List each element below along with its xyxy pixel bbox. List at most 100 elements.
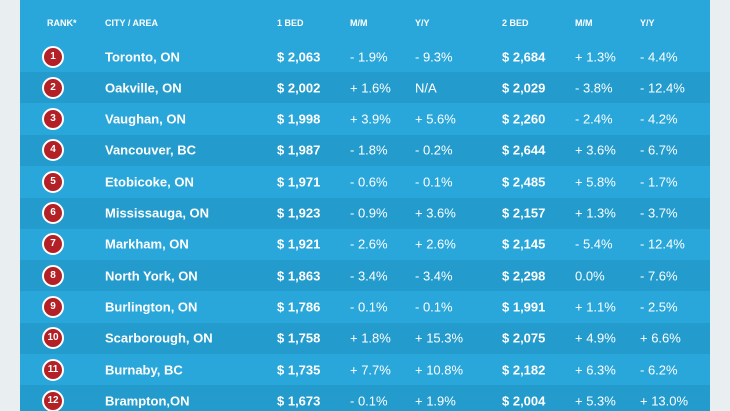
city-name: Brampton,ON xyxy=(105,393,190,409)
rank-badge: 11 xyxy=(42,358,64,381)
rank-badge: 1 xyxy=(42,45,64,68)
table-cell: $ 2,157 xyxy=(502,205,546,221)
table-cell: + 1.1% xyxy=(575,299,616,315)
column-header: RANK* xyxy=(47,18,77,28)
rank-badge: 4 xyxy=(42,139,64,162)
table-cell: + 10.8% xyxy=(415,362,464,377)
table-cell: - 12.4% xyxy=(640,236,685,252)
table-cell: - 5.4% xyxy=(575,236,613,252)
table-row: 2 Oakville, ON $ 2,002 + 1.6% N/A $ 2,029 - 3.… xyxy=(20,72,710,104)
table-cell: $ 1,991 xyxy=(502,299,546,315)
city-name: Vaughan, ON xyxy=(105,111,186,127)
column-header: CITY / AREA xyxy=(105,18,159,28)
table-cell: $ 2,260 xyxy=(502,111,546,127)
rank-badge: 2 xyxy=(42,76,64,99)
table-cell: - 1.7% xyxy=(640,174,678,190)
table-cell: - 2.4% xyxy=(575,111,613,127)
table-cell: + 5.3% xyxy=(575,393,616,409)
table-row: 5 Etobicoke, ON $ 1,971 - 0.6% - 0.1% $ 2,485… xyxy=(20,166,710,197)
table-cell: $ 2,004 xyxy=(502,393,546,409)
table-cell: $ 1,987 xyxy=(277,142,321,158)
rank-badge: 12 xyxy=(42,389,64,411)
city-name: Burnaby, BC xyxy=(105,362,183,377)
rank-badge: 10 xyxy=(42,327,64,350)
table-cell: $ 2,298 xyxy=(502,268,546,284)
table-cell: $ 2,182 xyxy=(502,362,546,377)
table-cell: + 3.6% xyxy=(575,142,616,158)
table-cell: $ 2,485 xyxy=(502,174,546,190)
table-cell: - 0.1% xyxy=(415,299,453,315)
table-cell: $ 2,684 xyxy=(502,49,546,64)
table-cell: $ 1,673 xyxy=(277,393,321,409)
table-cell: - 3.4% xyxy=(350,268,388,284)
table-cell: N/A xyxy=(415,80,437,96)
table-cell: - 0.6% xyxy=(350,174,388,190)
table-row: 12 Brampton,ON $ 1,673 - 0.1% + 1.9% $ 2,004 +… xyxy=(20,385,710,411)
table-cell: $ 2,075 xyxy=(502,330,546,346)
table-cell: - 1.8% xyxy=(350,142,388,158)
table-cell: + 3.9% xyxy=(350,111,391,127)
table-cell: + 1.3% xyxy=(575,49,616,64)
table-cell: $ 1,921 xyxy=(277,236,321,252)
table-cell: $ 1,923 xyxy=(277,205,321,221)
city-name: North York, ON xyxy=(105,268,198,284)
table-cell: + 3.6% xyxy=(415,205,456,221)
table-cell: - 0.9% xyxy=(350,205,388,221)
city-name: Markham, ON xyxy=(105,236,189,252)
table-cell: + 1.8% xyxy=(350,330,391,346)
column-header: 1 BED xyxy=(277,18,304,28)
table-cell: + 7.7% xyxy=(350,362,391,377)
table-cell: $ 1,735 xyxy=(277,362,321,377)
rank-badge: 8 xyxy=(42,264,64,287)
city-name: Mississauga, ON xyxy=(105,205,210,221)
table-cell: - 0.1% xyxy=(350,393,388,409)
table-cell: 0.0% xyxy=(575,268,605,284)
table-cell: + 1.6% xyxy=(350,80,391,96)
table-cell: - 2.5% xyxy=(640,299,678,315)
table-row: 11 Burnaby, BC $ 1,735 + 7.7% + 10.8% $ 2,182… xyxy=(20,354,710,385)
table-cell: $ 1,863 xyxy=(277,268,321,284)
column-header: 2 BED xyxy=(502,18,529,28)
table-row: 1 Toronto, ON $ 2,063 - 1.9% - 9.3% $ 2,684 + … xyxy=(20,41,710,72)
table-cell: - 0.2% xyxy=(415,142,453,158)
table-cell: + 1.3% xyxy=(575,205,616,221)
rank-badge: 9 xyxy=(42,295,64,318)
column-header: M/M xyxy=(350,18,368,28)
table-cell: + 4.9% xyxy=(575,330,616,346)
table-cell: + 5.6% xyxy=(415,111,456,127)
table-cell: $ 1,758 xyxy=(277,330,321,346)
table-row: 10 Scarborough, ON $ 1,758 + 1.8% + 15.3% $ 2… xyxy=(20,322,710,354)
rank-badge: 5 xyxy=(42,170,64,193)
city-name: Etobicoke, ON xyxy=(105,174,194,190)
table-cell: $ 2,029 xyxy=(502,80,546,96)
city-name: Oakville, ON xyxy=(105,80,182,96)
table-cell: + 6.6% xyxy=(640,330,681,346)
table-cell: - 3.7% xyxy=(640,205,678,221)
table-row: 9 Burlington, ON $ 1,786 - 0.1% - 0.1% $ 1,99… xyxy=(20,291,710,322)
table-cell: - 9.3% xyxy=(415,49,453,64)
table-cell: $ 1,971 xyxy=(277,174,321,190)
table-cell: + 6.3% xyxy=(575,362,616,377)
column-header: Y/Y xyxy=(415,18,430,28)
table-cell: $ 2,063 xyxy=(277,49,321,64)
table-cell: $ 2,002 xyxy=(277,80,321,96)
table-row: 4 Vancouver, BC $ 1,987 - 1.8% - 0.2% $ 2,644… xyxy=(20,134,710,166)
table-cell: $ 2,145 xyxy=(502,236,546,252)
table-cell: + 13.0% xyxy=(640,393,689,409)
table-cell: + 2.6% xyxy=(415,236,456,252)
table-cell: - 7.6% xyxy=(640,268,678,284)
city-name: Vancouver, BC xyxy=(105,142,197,158)
rent-table: RANK* CITY / AREA 1 BED M/M Y/Y 2 BED M/M Y/Y 1 T… xyxy=(20,0,710,411)
table-cell: - 0.1% xyxy=(415,174,453,190)
table-cell: - 12.4% xyxy=(640,80,685,96)
table-row: 6 Mississauga, ON $ 1,923 - 0.9% + 3.6% $ 2,1… xyxy=(20,197,710,229)
table-cell: - 6.2% xyxy=(640,362,678,377)
column-header: M/M xyxy=(575,18,593,28)
table-cell: + 5.8% xyxy=(575,174,616,190)
table-cell: - 0.1% xyxy=(350,299,388,315)
table-row: 8 North York, ON $ 1,863 - 3.4% - 3.4% $ 2,29… xyxy=(20,260,710,292)
table-cell: - 1.9% xyxy=(350,49,388,64)
column-header: Y/Y xyxy=(640,18,655,28)
city-name: Scarborough, ON xyxy=(105,330,213,346)
city-name: Burlington, ON xyxy=(105,299,198,315)
